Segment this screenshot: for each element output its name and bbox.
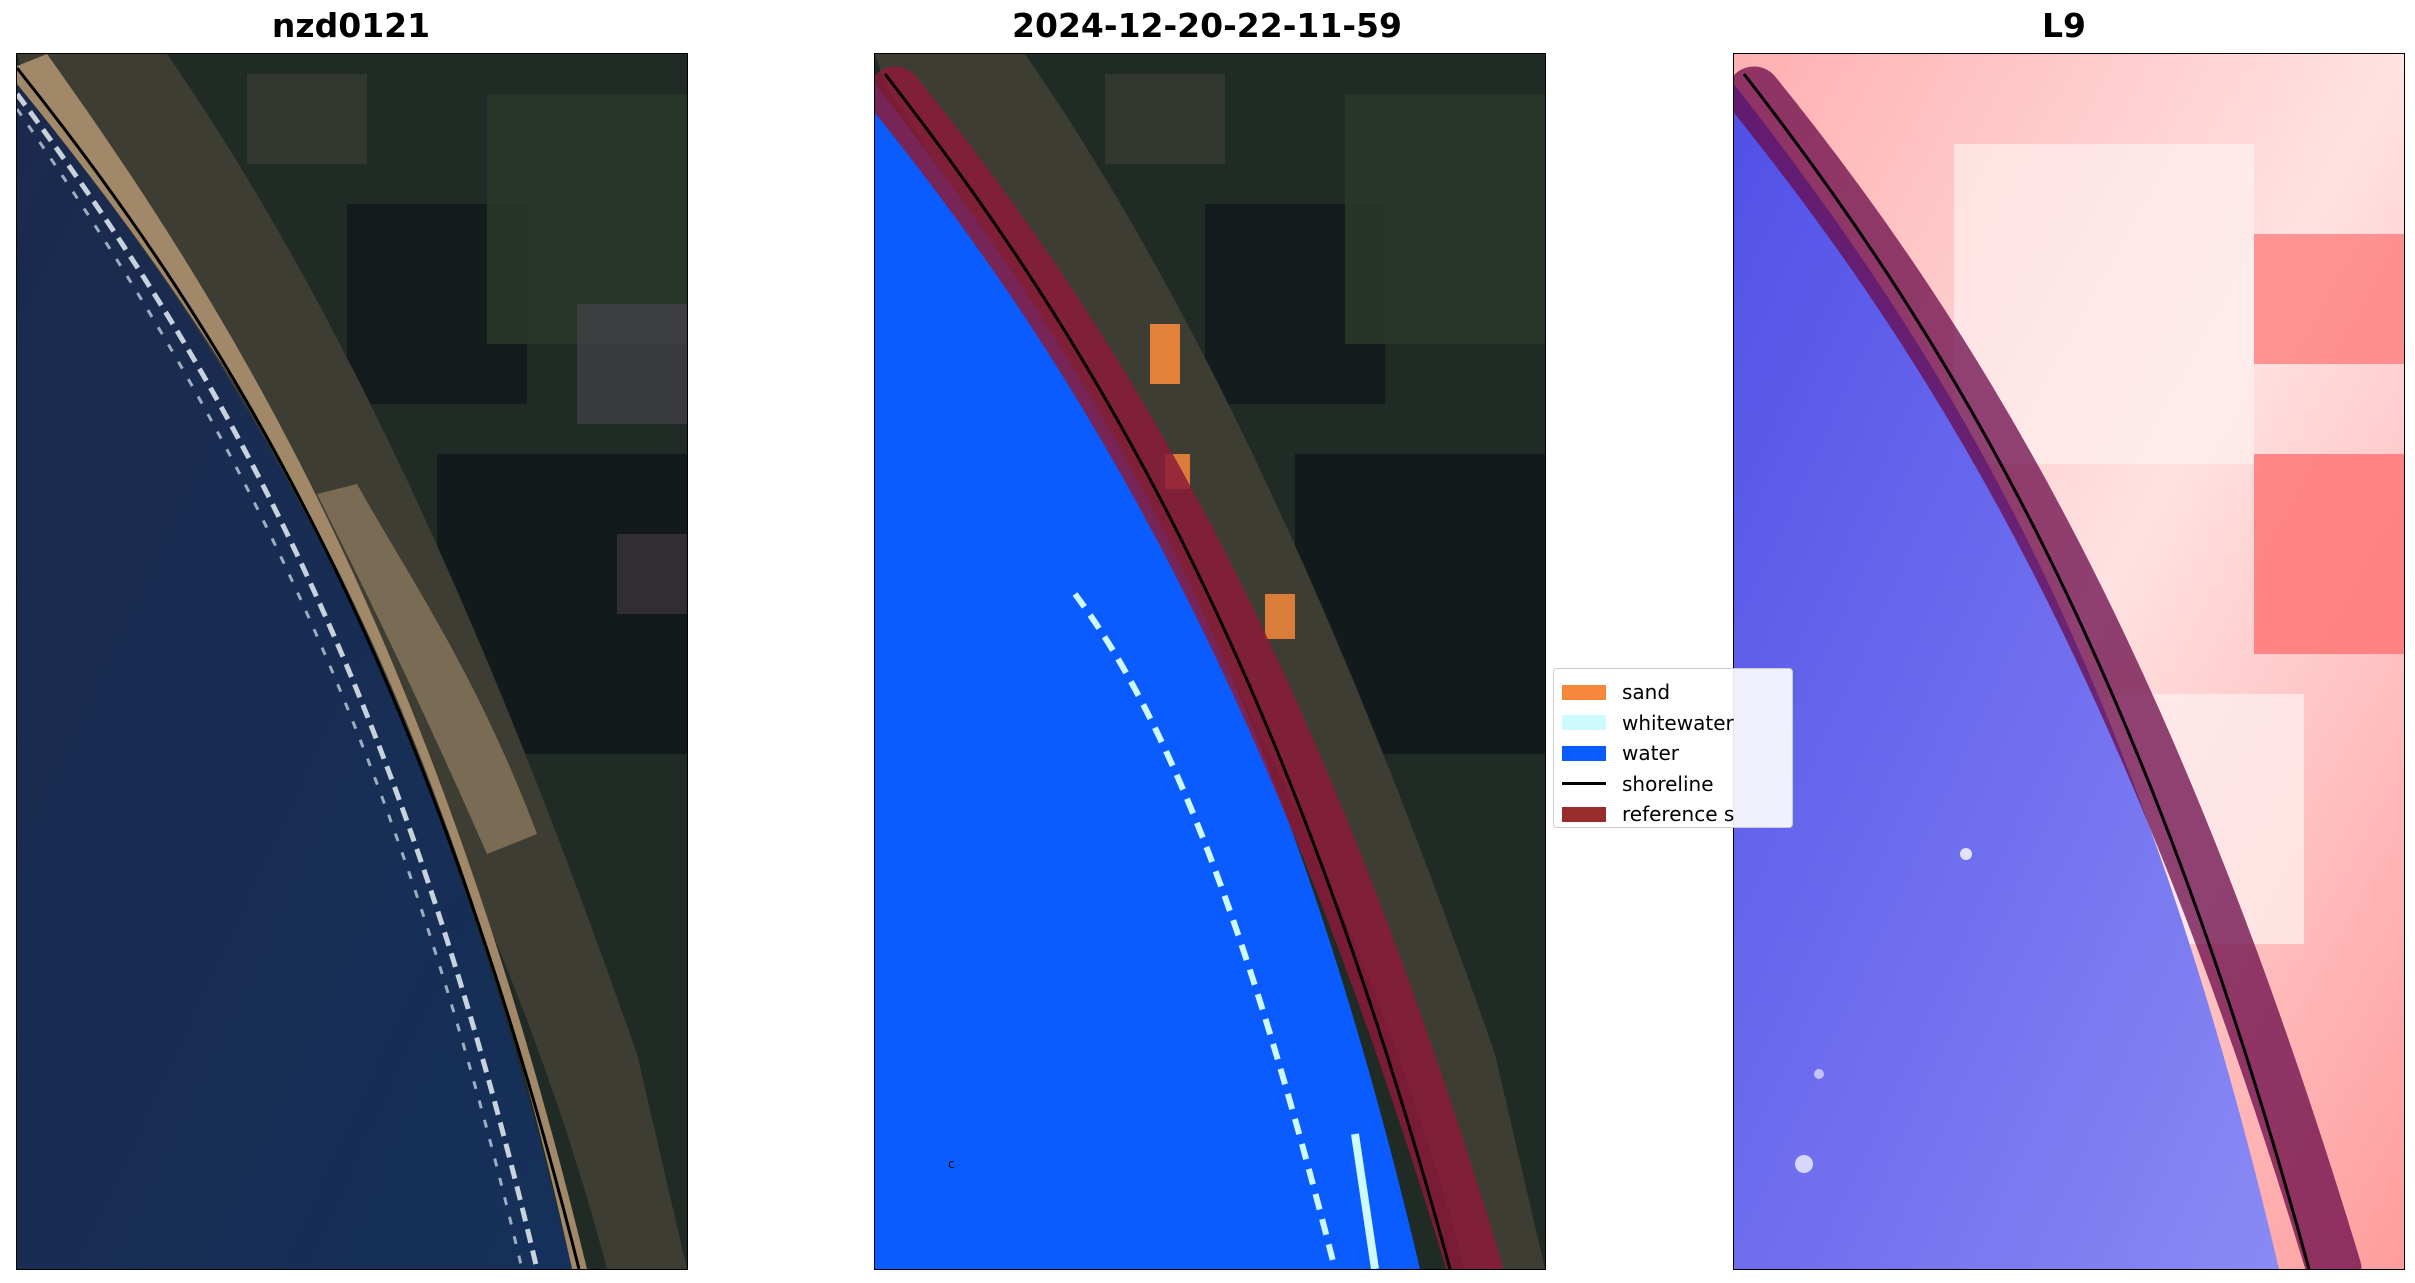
whitewater-swatch (1562, 715, 1606, 731)
map-mark-label: c (948, 1157, 955, 1171)
water-swatch (1562, 745, 1606, 761)
legend-item-whitewater: whitewater (1562, 708, 1792, 739)
rgb-image-panel (16, 53, 688, 1270)
legend-item-sand: sand (1562, 677, 1792, 708)
sand-patch (1265, 594, 1295, 639)
panel-title-rgb: nzd0121 (271, 6, 431, 45)
panel-title-classified: 2024-12-20-22-11-59 (1012, 6, 1402, 45)
legend: sand whitewater water shoreline referenc… (1553, 668, 1793, 828)
legend-item-reference: reference s (1562, 799, 1792, 830)
reference-swatch (1562, 806, 1606, 822)
shoreline-line-swatch (1562, 782, 1606, 786)
rgb-image (17, 54, 687, 1269)
legend-label: water (1622, 741, 1679, 766)
sand-patch (1150, 324, 1180, 384)
legend-label: reference s (1622, 802, 1735, 827)
legend-label: whitewater (1622, 710, 1734, 735)
legend-item-shoreline: shoreline (1562, 769, 1792, 800)
sand-swatch (1562, 684, 1606, 700)
legend-item-water: water (1562, 738, 1792, 769)
classified-image-panel: c (874, 53, 1546, 1270)
index-image-panel (1733, 53, 2405, 1270)
panel-title-index: L9 (2042, 6, 2086, 45)
legend-label: shoreline (1622, 771, 1714, 796)
legend-label: sand (1622, 680, 1671, 705)
classified-image: c (875, 54, 1545, 1269)
index-image (1734, 54, 2404, 1269)
